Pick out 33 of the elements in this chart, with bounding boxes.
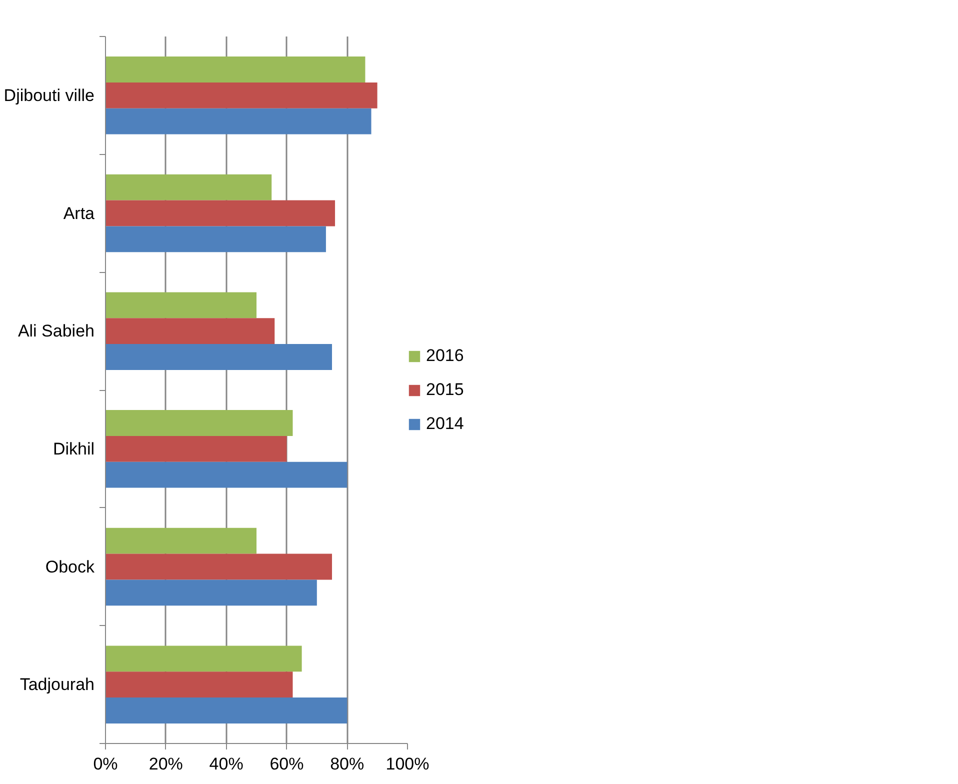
bar (106, 554, 332, 580)
legend-label: 2016 (426, 346, 464, 366)
legend-label: 2014 (426, 414, 464, 434)
x-tick-label: 80% (330, 754, 364, 774)
bar (106, 528, 256, 554)
bar (106, 436, 287, 462)
y-tick-label: Dikhil (52, 439, 94, 458)
x-tick-label: 40% (209, 754, 244, 774)
bar (106, 226, 326, 252)
legend-label: 2015 (426, 380, 464, 400)
bar (106, 344, 332, 370)
bar (106, 410, 293, 436)
bar (106, 200, 336, 226)
y-tick-label: Tadjourah (20, 675, 95, 694)
bar (106, 698, 348, 724)
y-tick-label: Obock (45, 557, 95, 576)
bar (106, 56, 366, 82)
y-tick-label: Ali Sabieh (18, 322, 95, 341)
bar (106, 82, 378, 108)
bar (106, 292, 256, 318)
bar (106, 672, 293, 698)
bar (106, 462, 348, 488)
y-tick-label: Djibouti ville (4, 86, 94, 105)
x-tick-label: 100% (386, 754, 430, 774)
bar (106, 174, 272, 200)
bar (106, 318, 275, 344)
x-tick-label: 20% (148, 754, 183, 774)
bar (106, 580, 317, 606)
x-tick-label: 0% (93, 754, 118, 774)
y-tick-label: Arta (63, 204, 96, 223)
bar (106, 108, 372, 134)
x-tick-label: 60% (270, 754, 304, 774)
bar (106, 646, 302, 672)
